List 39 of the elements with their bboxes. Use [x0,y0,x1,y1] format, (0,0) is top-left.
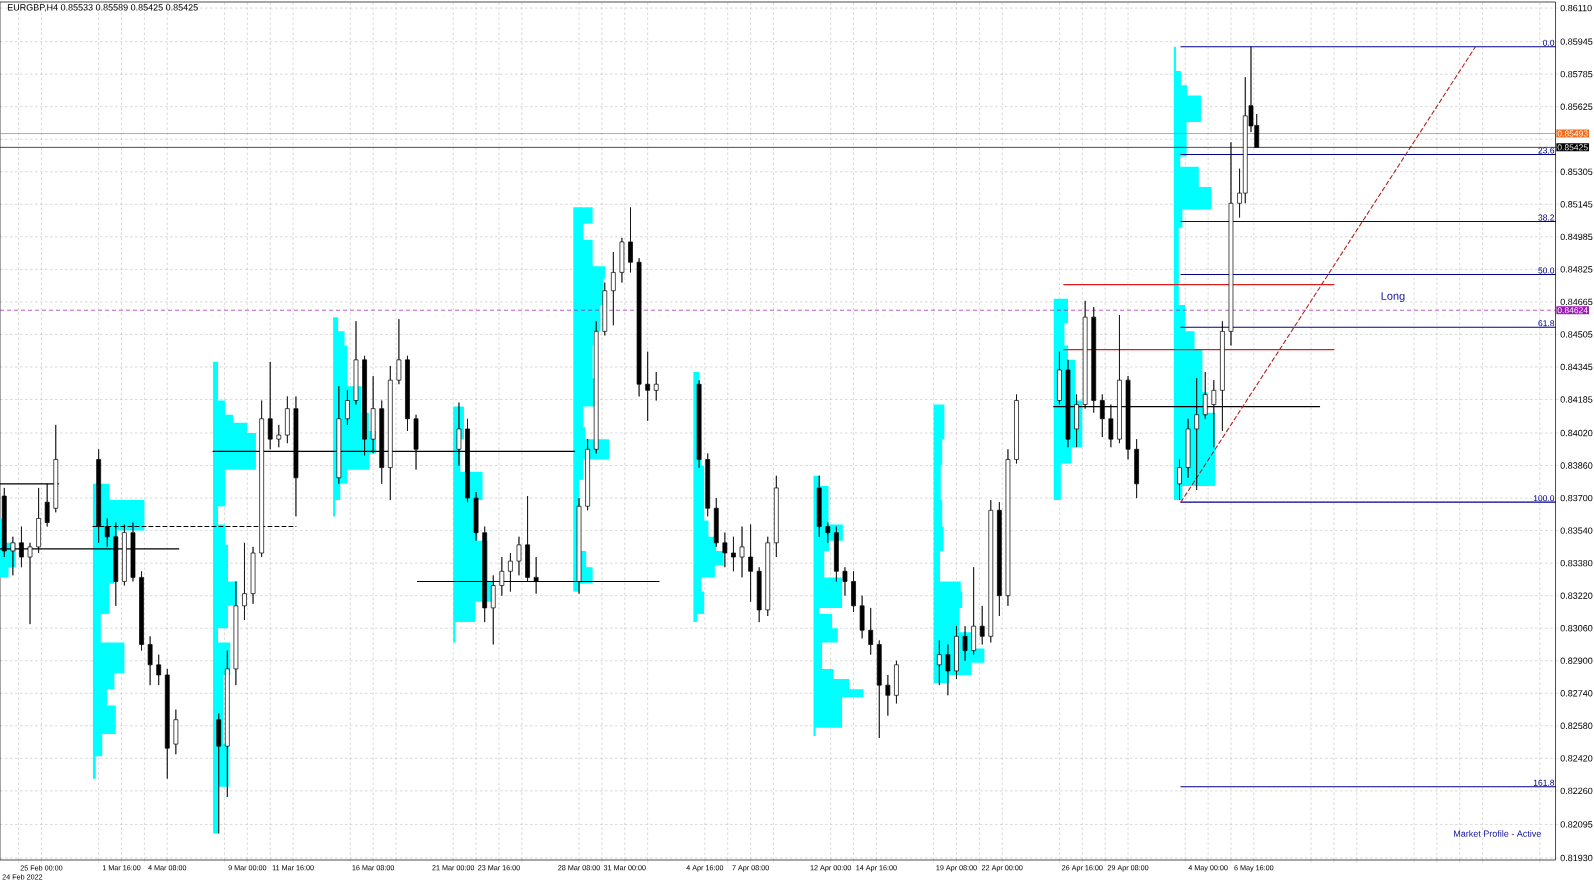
y-tick-label: 0.83700 [1560,494,1593,502]
y-tick-label: 0.85305 [1560,168,1593,175]
y-tick-label: 0.85945 [1560,38,1593,45]
y-tick-label: 0.85145 [1560,201,1593,208]
chart-title: EURGBP,H4 0.85533 0.85589 0.85425 0.85425 [7,4,198,12]
y-tick-label: 0.84825 [1560,266,1593,273]
y-tick-label: 0.83380 [1560,559,1593,567]
y-tick-label: 0.82420 [1560,755,1593,762]
y-tick-label: 0.82260 [1560,787,1593,795]
y-tick-label: 0.83220 [1560,592,1593,599]
y-tick-label: 0.86110 [1560,4,1592,12]
ref-line-label: 0.85425 [1557,144,1588,151]
y-tick-label: 0.84505 [1560,331,1593,338]
series-label: 0.0 [1543,39,1555,46]
series-label: 161.8 [1533,779,1555,786]
y-tick-label: 0.82740 [1560,690,1593,697]
y-tick-label: 0.82900 [1560,657,1593,664]
y-tick-label: 0.83860 [1560,462,1593,469]
ref-line-label: 0.84624 [1557,307,1588,314]
y-tick-label: 0.84665 [1560,298,1593,306]
y-tick-label: 0.84020 [1560,429,1593,437]
ref-line-label: 0.85493 [1557,130,1588,137]
annotation: Market Profile - Active [1454,830,1541,837]
y-tick-label: 0.84345 [1560,363,1593,371]
series-label: 100.0 [1533,495,1555,502]
series-label: 50.0 [1538,267,1555,274]
annotation: Long [1381,292,1405,303]
series-label: 61.8 [1538,320,1555,327]
y-tick-label: 0.84185 [1560,396,1593,403]
y-tick-label: 0.81930 [1560,854,1593,862]
y-tick-label: 0.85625 [1560,103,1593,110]
y-tick-label: 0.84985 [1560,233,1593,241]
y-tick-label: 0.85785 [1560,70,1593,78]
series-label: 38.2 [1538,214,1555,221]
y-tick-label: 0.83540 [1560,527,1593,534]
y-tick-label: 0.82580 [1560,722,1593,729]
y-tick-label: 0.83060 [1560,625,1593,632]
series-label: 23.6 [1538,147,1555,154]
y-tick-label: 0.82095 [1560,821,1593,828]
